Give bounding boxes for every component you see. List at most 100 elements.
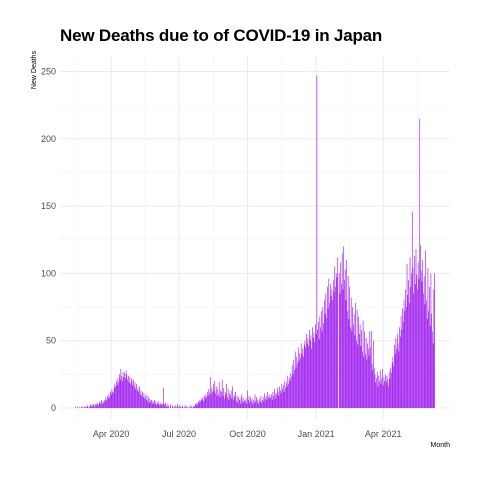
bar [181, 406, 183, 408]
bar [248, 395, 250, 408]
bar [116, 385, 118, 408]
bar [289, 381, 291, 408]
bar [364, 354, 366, 408]
bar [347, 276, 349, 408]
bar [388, 371, 390, 408]
bar [108, 394, 110, 408]
bar [229, 393, 230, 408]
bar [162, 403, 163, 408]
bar [172, 406, 174, 408]
bar [165, 406, 167, 408]
bar [244, 401, 246, 408]
bar [161, 405, 163, 408]
bar [361, 351, 363, 408]
bar [96, 402, 98, 408]
bar [340, 262, 342, 408]
bar [388, 386, 389, 408]
bar [196, 402, 198, 408]
bar [382, 368, 383, 408]
bar [299, 352, 301, 408]
bar [146, 394, 148, 408]
bar [139, 386, 140, 408]
bar [215, 393, 216, 408]
bar [352, 307, 353, 408]
bar [344, 269, 346, 408]
bar [234, 397, 236, 408]
bar [323, 300, 325, 408]
bar [112, 391, 113, 408]
bar [118, 382, 119, 408]
bar [376, 371, 378, 408]
bar [145, 399, 147, 408]
bar [117, 378, 119, 408]
bar [392, 356, 394, 408]
bar [115, 386, 116, 408]
bar [238, 397, 239, 408]
bar [258, 403, 260, 408]
bar [413, 293, 415, 408]
bar [195, 405, 197, 408]
bar [221, 391, 222, 408]
bar [147, 401, 149, 408]
bar [243, 402, 245, 408]
bar [429, 286, 430, 408]
bar [327, 308, 329, 408]
bar [255, 401, 257, 408]
bar [280, 393, 282, 408]
bar [169, 406, 171, 408]
bar [232, 386, 233, 408]
bar [95, 405, 97, 408]
bar [237, 402, 239, 408]
bar [154, 403, 156, 408]
bar [159, 405, 160, 408]
bar [312, 338, 314, 408]
bar [394, 344, 395, 408]
bar [412, 268, 414, 408]
bar [376, 378, 377, 408]
bar [171, 405, 173, 408]
bar [79, 406, 81, 408]
bar [434, 273, 435, 408]
bar [411, 211, 413, 408]
bar [390, 367, 391, 408]
bar [277, 391, 279, 408]
bar [99, 401, 101, 408]
bar [367, 343, 368, 408]
bar [149, 398, 151, 408]
bar [195, 403, 196, 408]
bar [92, 403, 94, 408]
bar [294, 370, 295, 408]
bar [218, 382, 220, 408]
bar [135, 389, 137, 408]
bar [247, 399, 249, 408]
bar [406, 263, 408, 408]
bar [150, 401, 151, 408]
bar [382, 385, 384, 408]
bar [168, 405, 169, 408]
bar [206, 391, 208, 408]
bar [233, 399, 234, 408]
bar [282, 385, 284, 408]
bar [421, 281, 423, 408]
bar [246, 403, 248, 408]
bar [211, 387, 213, 408]
bar [110, 391, 111, 408]
bar [370, 331, 372, 408]
y-tick-label: 0 [51, 403, 56, 413]
bar [252, 403, 254, 408]
bar [384, 381, 386, 408]
bar [346, 259, 348, 408]
bar [151, 403, 153, 408]
bar [206, 397, 207, 408]
bar [328, 278, 330, 408]
bar [323, 323, 324, 408]
bar [131, 381, 133, 408]
bar [228, 399, 230, 408]
bar [151, 399, 152, 408]
bar [341, 253, 343, 408]
bar [210, 394, 212, 408]
bar [102, 401, 104, 408]
bar [306, 333, 307, 408]
bar [298, 360, 300, 408]
bar [257, 402, 259, 408]
